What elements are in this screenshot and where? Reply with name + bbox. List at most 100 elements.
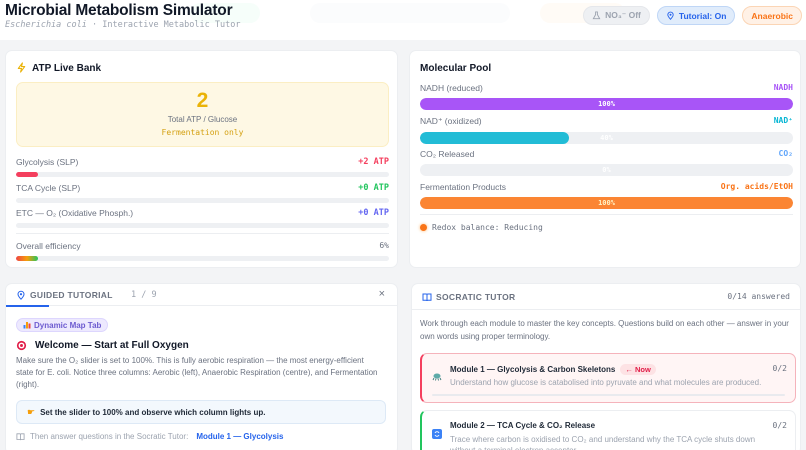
meter-track bbox=[16, 172, 389, 177]
tutorial-step-title-text: Welcome — Start at Full Oxygen bbox=[35, 340, 189, 351]
tutorial-toggle-label: Tutorial: On bbox=[678, 10, 727, 21]
tutorial-footer-text: Then answer questions in the Socratic Tu… bbox=[30, 432, 189, 441]
socratic-header: SOCRATIC TUTOR 0/14 answered bbox=[412, 284, 800, 310]
pool-bar-tag: NAD⁺ bbox=[773, 116, 793, 125]
atp-mode-label: Fermentation only bbox=[161, 128, 244, 137]
dynamic-map-tab-badge[interactable]: Dynamic Map Tab bbox=[16, 318, 109, 332]
module-title-text: Module 1 — Glycolysis & Carbon Skeletons bbox=[450, 365, 616, 374]
pool-bar-tag: CO₂ bbox=[778, 149, 793, 158]
book-icon bbox=[16, 433, 25, 441]
condition-status-label: Anaerobic bbox=[751, 10, 793, 21]
pool-bar-track: 100% bbox=[420, 98, 793, 110]
module-progress-track bbox=[432, 394, 785, 396]
cycle-icon bbox=[432, 429, 442, 439]
meter-label: Glycolysis (SLP) bbox=[16, 157, 79, 167]
condition-status-badge: Anaerobic bbox=[742, 6, 802, 25]
atp-total-value: 2 bbox=[196, 89, 209, 112]
socratic-header-title: SOCRATIC TUTOR bbox=[436, 292, 516, 302]
pool-card-title: Molecular Pool bbox=[420, 63, 492, 74]
meter-value: +2 ATP bbox=[358, 157, 389, 167]
module-card-1[interactable]: Module 1 — Glycolysis & Carbon Skeletons… bbox=[420, 353, 796, 403]
redox-status: Redox balance: Reducing bbox=[420, 223, 543, 232]
nitrate-toggle-label: NO₃⁻ Off bbox=[605, 10, 641, 20]
pool-bar-percent: 100% bbox=[598, 199, 615, 207]
module-score: 0/2 bbox=[772, 421, 787, 430]
meter-track bbox=[16, 198, 389, 203]
microbe-icon bbox=[432, 373, 442, 381]
module-card-2[interactable]: Module 2 — TCA Cycle & CO₂ Release Trace… bbox=[420, 410, 796, 450]
tutorial-progress-bar bbox=[6, 305, 49, 307]
header-ghost-element bbox=[190, 3, 260, 23]
pool-bar-percent: 40% bbox=[600, 134, 613, 142]
pool-bar-label: NADH (reduced) bbox=[420, 83, 483, 93]
pool-bar-percent: 0% bbox=[602, 166, 611, 174]
tutorial-step-body: Make sure the O₂ slider is set to 100%. … bbox=[16, 356, 378, 389]
atp-live-bank-card: ATP Live Bank 2 Total ATP / Glucose Ferm… bbox=[5, 50, 398, 268]
pool-bar-nadh: NADH (reduced) NADH 100% bbox=[420, 83, 793, 110]
atp-meter-glycolysis: Glycolysis (SLP) +2 ATP bbox=[16, 157, 389, 177]
tutorial-step-title: Welcome — Start at Full Oxygen bbox=[16, 340, 189, 351]
pool-bar-fill bbox=[420, 197, 793, 209]
meter-track bbox=[16, 223, 389, 228]
organism-name: Escherichia coli bbox=[5, 20, 87, 30]
tutorial-action-text: Set the slider to 100% and observe which… bbox=[40, 407, 266, 417]
book-icon bbox=[422, 293, 432, 302]
pool-bar-label: Fermentation Products bbox=[420, 182, 506, 192]
redox-label: Redox balance: Reducing bbox=[432, 223, 543, 232]
tutorial-header-title: GUIDED TUTORIAL bbox=[30, 290, 113, 300]
dynamic-map-tab-label: Dynamic Map Tab bbox=[34, 320, 102, 330]
pool-bar-fill bbox=[420, 132, 570, 144]
answered-counter: 0/14 answered bbox=[727, 292, 790, 301]
nitrate-toggle-button[interactable]: NO₃⁻ Off bbox=[583, 6, 650, 25]
efficiency-track bbox=[16, 256, 389, 261]
subtitle-separator: · bbox=[92, 20, 98, 30]
efficiency-value: 6% bbox=[379, 241, 389, 250]
module-title-text: Module 2 — TCA Cycle & CO₂ Release bbox=[450, 421, 596, 430]
subtitle-text: Interactive Metabolic Tutor bbox=[102, 20, 241, 30]
atp-total-label: Total ATP / Glucose bbox=[167, 115, 238, 124]
app-header: Microbial Metabolism Simulator Escherich… bbox=[0, 0, 806, 40]
meter-value: +0 ATP bbox=[358, 183, 389, 193]
efficiency-label: Overall efficiency bbox=[16, 241, 81, 251]
map-pin-icon bbox=[17, 290, 25, 300]
redox-dot-icon bbox=[420, 224, 427, 231]
socratic-intro: Work through each module to master the k… bbox=[420, 319, 789, 341]
lightning-icon bbox=[17, 62, 26, 73]
atp-meter-tca: TCA Cycle (SLP) +0 ATP bbox=[16, 183, 389, 203]
module-description: Trace where carbon is oxidised to CO₂ an… bbox=[450, 435, 756, 450]
pool-bar-fermentation: Fermentation Products Org. acids/EtOH 10… bbox=[420, 182, 793, 209]
atp-divider bbox=[16, 233, 389, 234]
module-1-link[interactable]: Module 1 — Glycolysis bbox=[196, 432, 284, 441]
meter-label: TCA Cycle (SLP) bbox=[16, 183, 81, 193]
pool-bar-nad: NAD⁺ (oxidized) NAD⁺ 40% bbox=[420, 116, 793, 144]
overall-efficiency-meter: Overall efficiency 6% bbox=[16, 241, 389, 261]
tutorial-footer: Then answer questions in the Socratic Tu… bbox=[16, 432, 283, 441]
molecular-pool-card: Molecular Pool NADH (reduced) NADH 100% … bbox=[409, 50, 801, 268]
close-tutorial-button[interactable]: × bbox=[378, 288, 385, 300]
tutorial-toggle-button[interactable]: Tutorial: On bbox=[656, 6, 736, 25]
header-ghost-element bbox=[310, 3, 510, 23]
pool-bar-track: 100% bbox=[420, 197, 793, 209]
pool-bar-co2: CO₂ Released CO₂ 0% bbox=[420, 149, 793, 176]
atp-card-title: ATP Live Bank bbox=[32, 63, 102, 74]
pool-bar-label: CO₂ Released bbox=[420, 149, 475, 159]
pool-bar-percent: 100% bbox=[598, 100, 615, 108]
tutorial-step-counter: 1 / 9 bbox=[131, 290, 157, 300]
pool-divider bbox=[420, 214, 793, 215]
pointing-hand-icon: ☛ bbox=[27, 406, 36, 417]
pool-bar-tag: NADH bbox=[773, 83, 793, 92]
pool-bar-track: 40% bbox=[420, 132, 793, 144]
efficiency-fill bbox=[16, 256, 39, 261]
meter-value: +0 ATP bbox=[358, 208, 389, 218]
module-score: 0/2 bbox=[772, 364, 787, 373]
tutorial-action-box: ☛ Set the slider to 100% and observe whi… bbox=[16, 400, 386, 424]
pool-bar-track: 0% bbox=[420, 164, 793, 176]
app-title: Microbial Metabolism Simulator bbox=[5, 2, 233, 19]
guided-tutorial-card: GUIDED TUTORIAL 1 / 9 × Dynamic Map Tab … bbox=[5, 283, 398, 450]
module-description: Understand how glucose is catabolised in… bbox=[450, 378, 762, 387]
app-subtitle: Escherichia coli · Interactive Metabolic… bbox=[5, 20, 240, 30]
tutorial-header: GUIDED TUTORIAL 1 / 9 × bbox=[6, 284, 397, 306]
socratic-tutor-card: SOCRATIC TUTOR 0/14 answered Work throug… bbox=[411, 283, 801, 450]
pool-bar-fill bbox=[420, 98, 793, 110]
atp-total-panel: 2 Total ATP / Glucose Fermentation only bbox=[16, 82, 389, 147]
